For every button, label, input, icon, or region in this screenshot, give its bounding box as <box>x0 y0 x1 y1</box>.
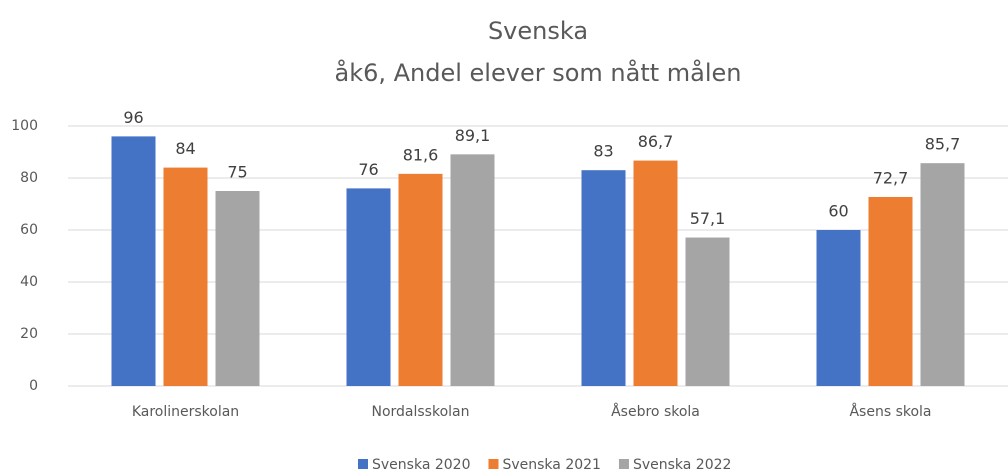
legend-label: Svenska 2022 <box>633 457 731 473</box>
legend-label: Svenska 2020 <box>372 457 470 473</box>
bar <box>450 154 495 386</box>
x-tick-label: Åsens skola <box>849 403 931 420</box>
y-tick-label: 100 <box>11 118 38 134</box>
bar <box>633 160 678 386</box>
bar <box>816 230 861 386</box>
data-label: 84 <box>175 139 195 158</box>
bar <box>868 196 913 386</box>
x-tick-label: Karolinerskolan <box>132 404 239 420</box>
data-label: 89,1 <box>455 126 491 145</box>
bar <box>346 188 391 386</box>
chart-title: Svenska <box>488 17 588 45</box>
bar <box>398 173 443 386</box>
x-tick-label: Nordalsskolan <box>371 404 469 420</box>
bar <box>111 136 156 386</box>
data-label: 57,1 <box>690 209 726 228</box>
data-label: 72,7 <box>873 168 909 187</box>
y-tick-label: 40 <box>20 274 38 290</box>
legend-label: Svenska 2021 <box>502 457 600 473</box>
bar <box>215 191 260 386</box>
bar <box>685 237 730 386</box>
legend-swatch <box>488 459 499 469</box>
data-label: 83 <box>593 142 613 161</box>
bar <box>920 163 965 386</box>
data-label: 86,7 <box>638 132 674 151</box>
data-label: 75 <box>227 163 247 182</box>
bar <box>163 167 208 386</box>
x-tick-label: Åsebro skola <box>611 403 700 420</box>
data-label: 60 <box>828 202 848 221</box>
legend-swatch <box>618 459 629 469</box>
data-label: 76 <box>358 160 378 179</box>
bar <box>581 170 626 386</box>
y-tick-label: 60 <box>20 222 38 238</box>
data-label: 96 <box>123 108 143 127</box>
y-tick-label: 20 <box>20 326 38 342</box>
legend-swatch <box>358 459 368 469</box>
y-tick-label: 80 <box>20 170 38 186</box>
y-tick-label: 0 <box>29 378 38 394</box>
data-label: 81,6 <box>403 145 439 164</box>
chart-subtitle: åk6, Andel elever som nått målen <box>334 58 741 87</box>
data-label: 85,7 <box>925 135 961 154</box>
